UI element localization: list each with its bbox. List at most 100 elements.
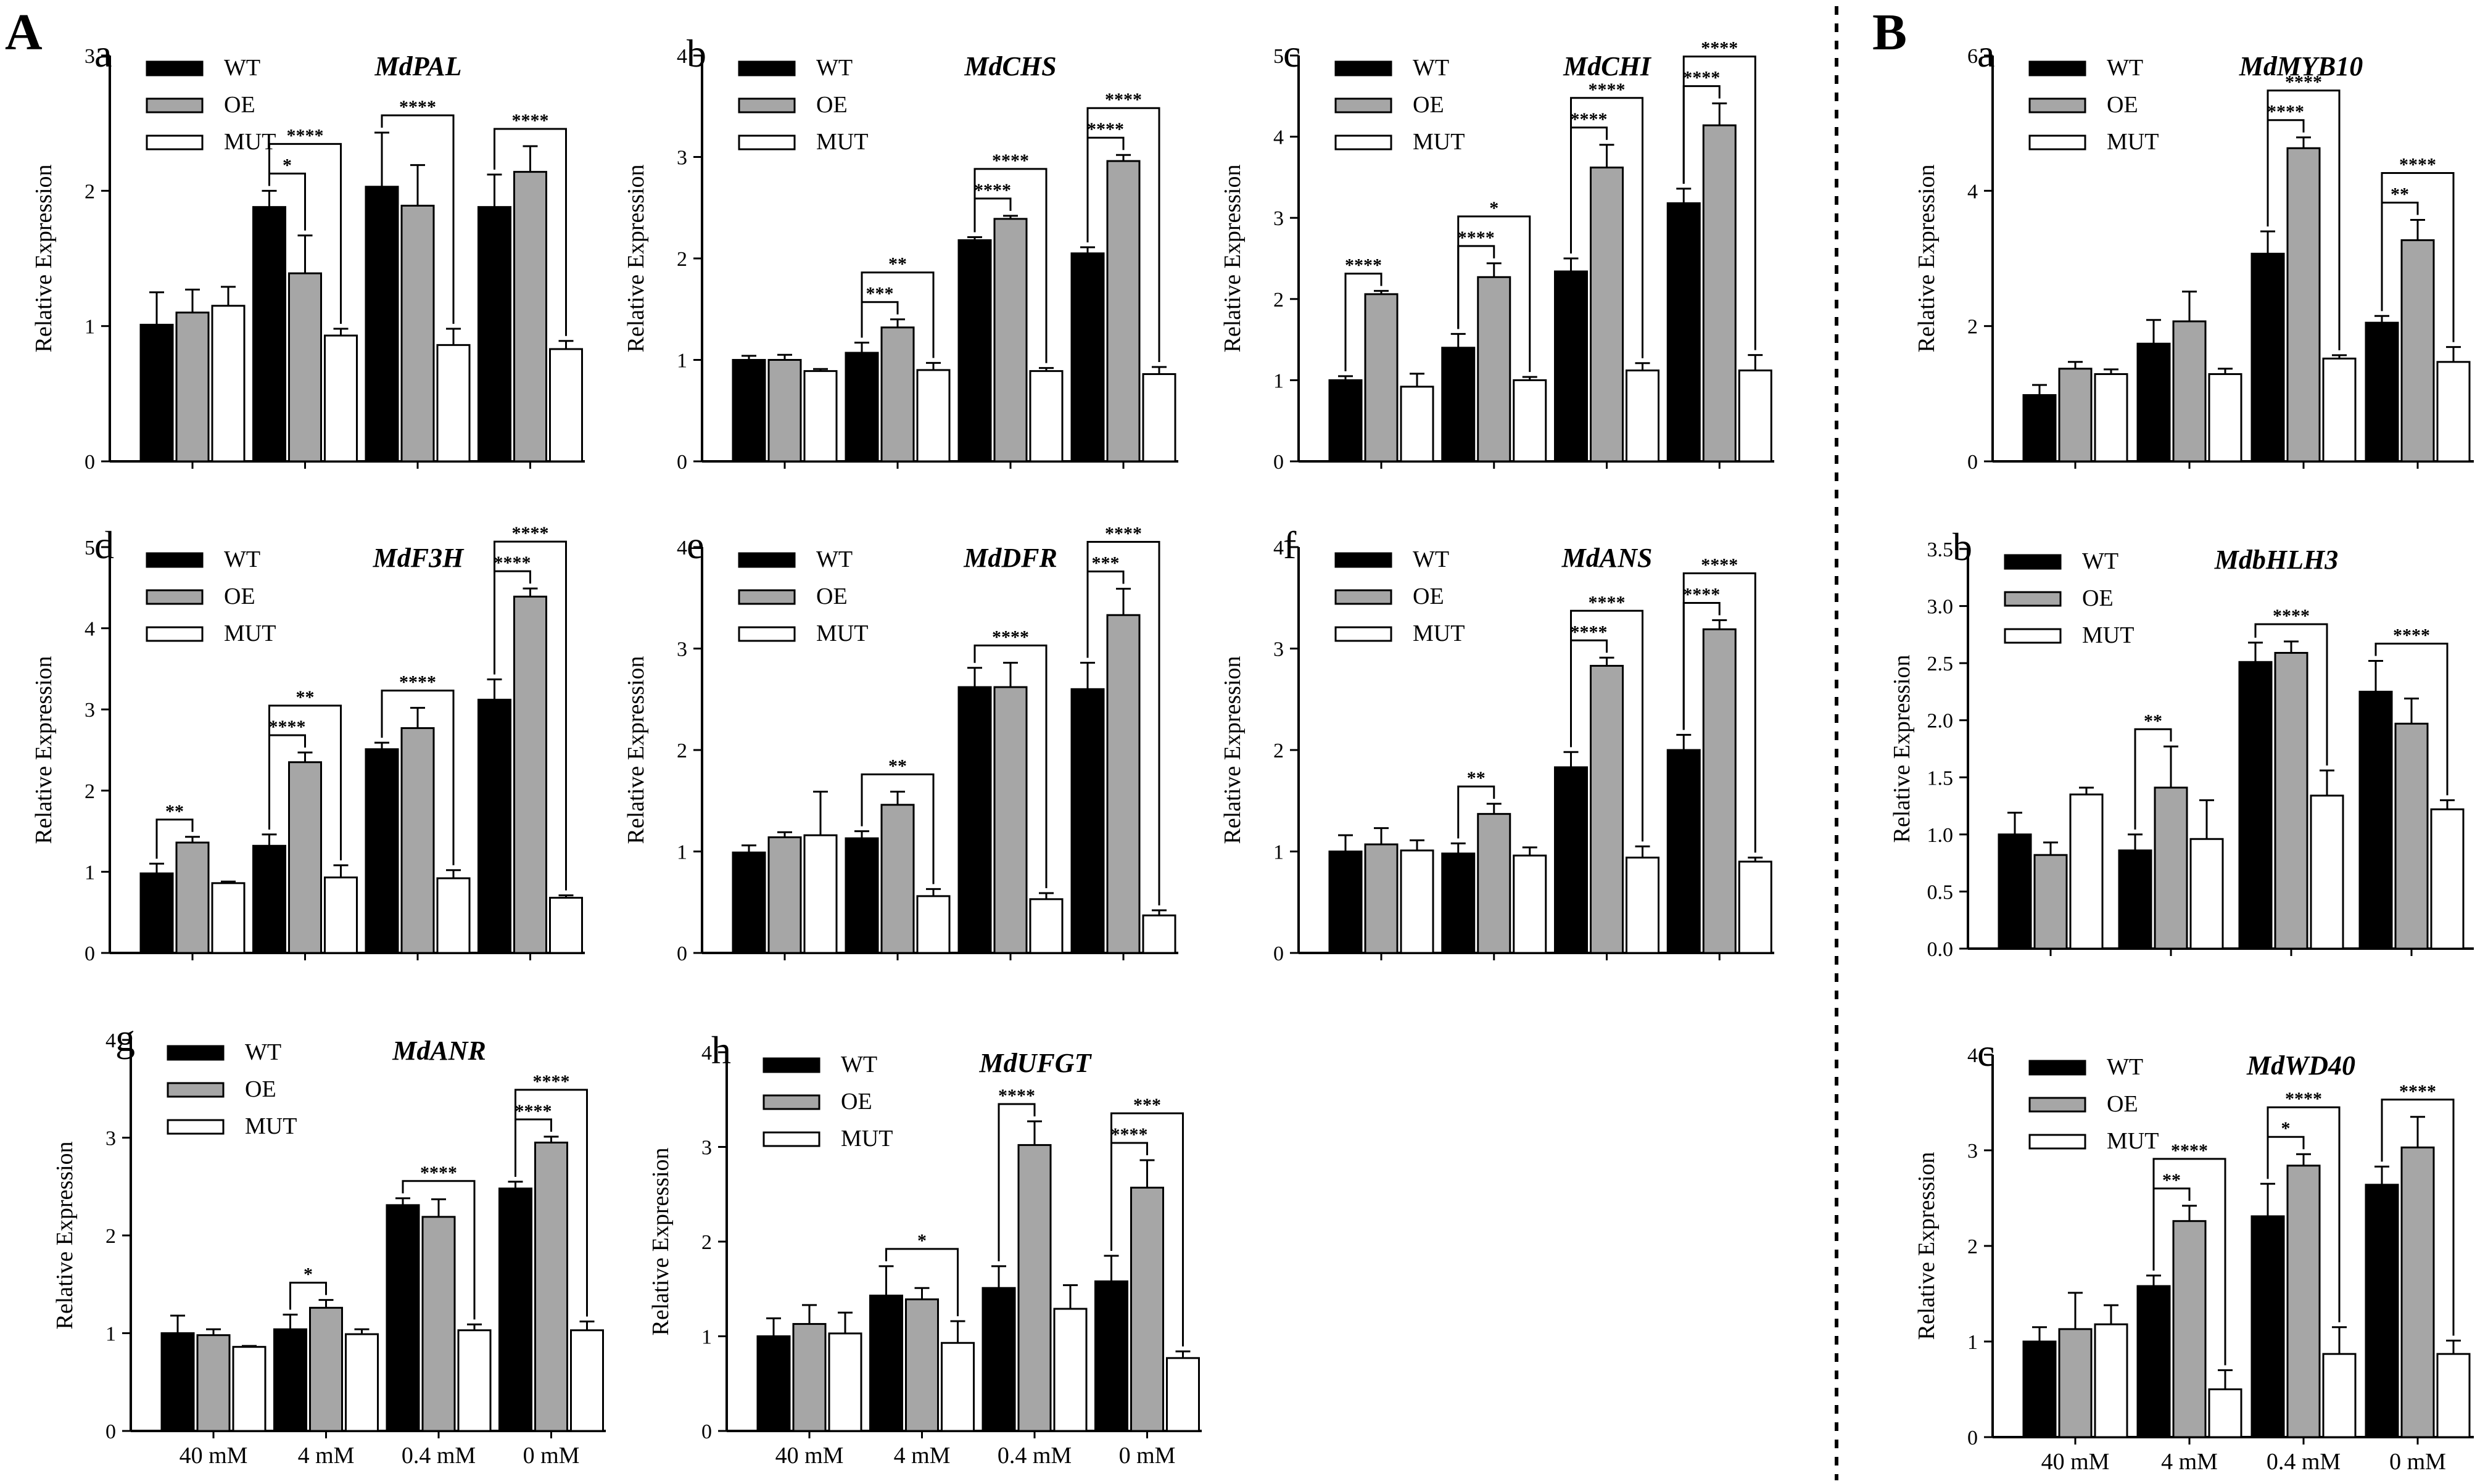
bar-oe xyxy=(2286,147,2321,463)
bar-wt xyxy=(957,239,992,463)
bar-wt xyxy=(1328,379,1363,463)
y-tick-label: 3 xyxy=(105,1127,116,1150)
legend-label-oe: OE xyxy=(224,583,255,609)
y-tick-label: 0 xyxy=(1967,451,1978,474)
bar-wt xyxy=(2136,342,2171,463)
legend-swatch-wt xyxy=(763,1057,820,1073)
bar-mut xyxy=(1738,860,1772,954)
y-tick-label: 6 xyxy=(1967,45,1978,68)
significance-label: * xyxy=(2281,1118,2291,1139)
bar-mut xyxy=(1142,373,1176,463)
legend-swatch-wt xyxy=(1334,60,1392,76)
bar-wt xyxy=(982,1287,1016,1432)
chart-a-h: h MdUFGT 0 1 2 3 4 Relative Expression 40 mM 4 mM… xyxy=(648,1028,1202,1469)
y-tick-label: 2 xyxy=(701,1231,712,1254)
bar-oe xyxy=(2154,786,2188,950)
significance-bracket xyxy=(2381,171,2455,342)
section-label-a: A xyxy=(5,4,43,61)
bar-oe xyxy=(1477,813,1511,954)
significance-label: * xyxy=(1489,198,1498,218)
significance-bracket xyxy=(381,690,455,865)
significance-label: **** xyxy=(533,1071,570,1092)
significance-bracket xyxy=(2254,623,2328,766)
bar-wt xyxy=(498,1187,532,1432)
y-tick-label: 0.5 xyxy=(1927,881,1954,904)
significance-label: *** xyxy=(1092,553,1120,573)
bar-oe xyxy=(1590,664,1624,954)
significance-label: **** xyxy=(2399,154,2436,175)
y-tick-label: 0 xyxy=(677,942,687,965)
significance-label: ** xyxy=(888,756,907,776)
bar-oe xyxy=(2058,1328,2093,1438)
significance-label: **** xyxy=(998,1086,1035,1106)
significance-label: * xyxy=(917,1230,927,1251)
y-tick-label: 1 xyxy=(85,316,95,339)
significance-bracket xyxy=(1682,56,1756,350)
bar-oe xyxy=(2400,1146,2435,1438)
legend-swatch-mut xyxy=(2028,1134,2086,1150)
bar-oe xyxy=(2172,320,2207,463)
bar-oe xyxy=(792,1323,827,1432)
y-axis-label: Relative Expression xyxy=(1889,655,1915,843)
y-tick-label: 1 xyxy=(701,1326,712,1349)
bar-wt xyxy=(477,698,511,954)
y-tick-label: 4 xyxy=(677,537,687,559)
legend-label-wt: WT xyxy=(1413,546,1449,572)
y-tick-label: 1 xyxy=(1273,369,1284,392)
legend-swatch-mut xyxy=(1334,134,1392,150)
legend-swatch-oe xyxy=(2004,591,2062,607)
significance-label: **** xyxy=(1111,1124,1148,1145)
gene-title: MdWD40 xyxy=(2246,1050,2355,1081)
bar-mut xyxy=(1029,898,1064,954)
bar-wt xyxy=(2022,1340,2057,1438)
legend-label-mut: MUT xyxy=(224,129,276,155)
chart-b-b: b MdbHLH3 0.0 0.5 1.0 1.5 2.0 2.5 3.0 3.5 Relative… xyxy=(1889,525,2474,961)
bar-mut xyxy=(1400,849,1434,954)
legend-swatch-wt xyxy=(167,1045,225,1061)
bar-mut xyxy=(549,348,583,463)
significance-bracket xyxy=(973,168,1048,363)
bar-mut xyxy=(232,1346,267,1432)
bar-wt xyxy=(1666,749,1701,954)
gene-title: MdMYB10 xyxy=(2239,51,2363,81)
bar-oe xyxy=(288,272,322,463)
significance-label: **** xyxy=(512,110,549,131)
legend-label-wt: WT xyxy=(224,546,260,572)
significance-label: ** xyxy=(2391,184,2409,204)
x-tick-label: 0.4 mM xyxy=(998,1443,1072,1469)
significance-bracket xyxy=(494,540,567,891)
gene-title: MdCHS xyxy=(964,51,1056,81)
bar-oe xyxy=(993,686,1028,954)
bar-mut xyxy=(803,370,838,463)
bar-mut xyxy=(2322,1353,2357,1438)
bar-oe xyxy=(421,1216,456,1432)
bar-mut xyxy=(2189,838,2224,950)
legend-swatch-mut xyxy=(1334,626,1392,642)
y-tick-label: 2 xyxy=(85,780,95,803)
bar-mut xyxy=(1513,379,1547,463)
bar-mut xyxy=(211,305,246,463)
legend-swatch-wt xyxy=(2004,554,2062,570)
x-tick-label: 40 mM xyxy=(775,1443,844,1469)
bar-wt xyxy=(2358,690,2393,950)
bar-oe xyxy=(2394,722,2429,950)
bar-oe xyxy=(1477,276,1511,463)
bar-oe xyxy=(880,326,915,463)
significance-bracket xyxy=(861,271,935,358)
legend-swatch-mut xyxy=(146,134,204,150)
legend-label-wt: WT xyxy=(841,1052,877,1078)
legend-label-wt: WT xyxy=(224,55,260,81)
y-tick-label: 0 xyxy=(85,942,95,965)
legend-label-mut: MUT xyxy=(2107,129,2159,155)
bar-mut xyxy=(1513,854,1547,954)
y-tick-label: 0.0 xyxy=(1927,938,1954,961)
significance-label: ** xyxy=(888,254,907,274)
significance-label: **** xyxy=(1571,109,1608,130)
y-tick-label: 1.5 xyxy=(1927,767,1954,789)
y-tick-label: 3 xyxy=(701,1137,712,1160)
significance-bracket xyxy=(1570,97,1643,358)
y-tick-label: 4 xyxy=(701,1042,712,1065)
significance-label: **** xyxy=(1701,38,1738,59)
significance-bracket xyxy=(2381,1099,2455,1336)
